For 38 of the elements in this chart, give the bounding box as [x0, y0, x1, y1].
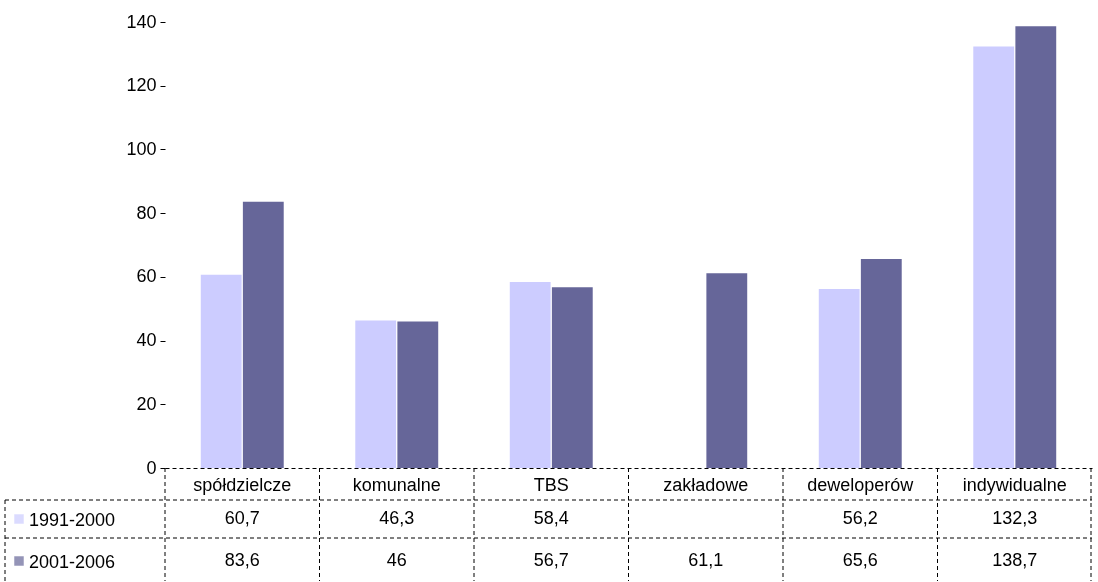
bar [1015, 26, 1057, 468]
bar [551, 287, 593, 468]
bar [509, 281, 551, 468]
bar [242, 201, 284, 468]
data-label: 65,6 [842, 550, 878, 570]
bar [973, 46, 1015, 468]
y-tick-label: 140 [126, 11, 157, 32]
data-label: 138,7 [992, 550, 1038, 570]
data-label: 60,7 [224, 508, 260, 528]
data-label: 56,7 [533, 550, 569, 570]
y-tick-label: 40 [136, 330, 157, 351]
legend-label: 1991-2000 [29, 510, 116, 530]
bar [818, 288, 860, 468]
data-label: 56,2 [842, 508, 878, 528]
x-tick-label: indywidualne [962, 474, 1067, 495]
x-tick-label: zakładowe [663, 474, 749, 495]
x-tick-label: TBS [533, 474, 569, 495]
y-tick-label: 80 [136, 202, 157, 223]
data-label: 46,3 [379, 508, 415, 528]
data-label: 132,3 [992, 508, 1038, 528]
data-label: 46 [386, 550, 407, 570]
y-tick-label: 20 [136, 393, 157, 414]
data-label: 58,4 [533, 508, 569, 528]
y-tick-label: 100 [126, 138, 157, 159]
x-tick-label: komunalne [352, 474, 441, 495]
y-tick-label: 0 [146, 457, 157, 478]
bar [706, 273, 748, 468]
x-tick-label: deweloperów [807, 474, 915, 495]
legend-label: 2001-2006 [29, 552, 116, 572]
data-label: 83,6 [224, 550, 260, 570]
bar [355, 320, 397, 468]
bar [397, 321, 439, 468]
y-tick-label: 120 [126, 75, 157, 96]
x-tick-label: spółdzielcze [193, 474, 292, 495]
y-tick-label: 60 [136, 266, 157, 287]
bar [200, 274, 242, 468]
bar [860, 259, 902, 468]
data-label: 61,1 [688, 550, 724, 570]
